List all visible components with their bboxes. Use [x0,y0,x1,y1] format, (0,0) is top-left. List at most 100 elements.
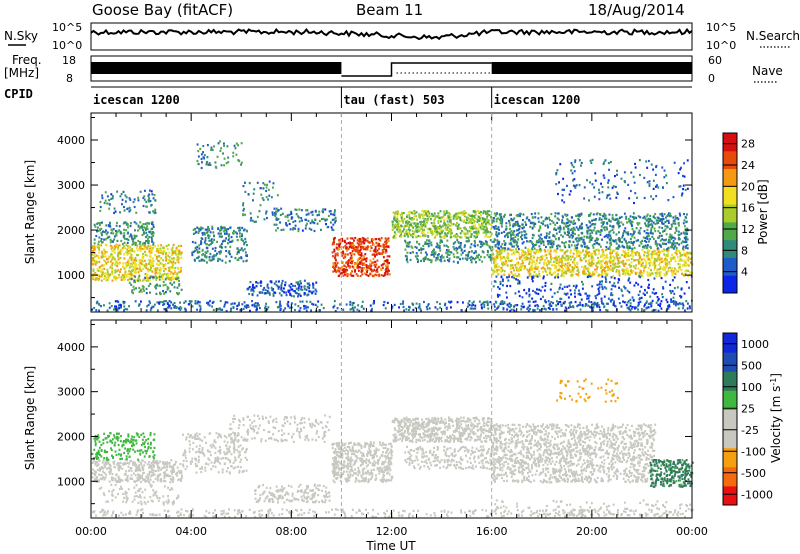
data-cell [178,256,180,259]
data-cell [626,221,628,224]
freq-band [91,62,342,74]
data-cell [651,250,654,253]
data-cell [663,268,666,271]
data-cell [498,265,500,268]
data-cell [605,264,607,267]
data-cell [361,273,364,276]
data-cell [386,262,389,265]
data-cell [434,229,437,232]
data-cell [575,226,578,229]
data-cell [683,262,686,265]
data-cell [480,214,482,217]
data-cell [454,235,457,238]
data-cell [659,239,662,242]
data-cell [373,274,375,278]
data-cell [233,144,236,147]
data-cell [400,225,403,228]
data-cell [495,265,498,268]
data-cell [334,257,337,260]
data-cell [119,252,122,255]
data-cell [571,266,574,269]
data-cell [357,252,360,255]
data-cell [626,232,629,235]
data-cell [646,228,649,231]
data-cell [332,242,335,245]
data-cell [143,226,145,229]
data-cell [223,226,226,229]
data-cell [265,212,267,215]
data-cell [531,221,534,224]
data-cell [145,262,148,266]
data-cell [223,157,226,160]
data-cell [149,291,151,294]
data-cell [211,256,214,259]
data-cell [594,268,596,271]
data-cell [345,242,348,245]
data-cell [597,256,599,260]
data-cell [601,287,604,290]
data-cell [351,249,354,253]
data-cell [503,273,506,276]
data-cell [542,277,545,280]
data-cell [199,228,202,231]
data-cell [206,230,209,234]
data-cell [130,234,133,238]
data-cell [232,229,235,233]
data-cell [509,268,512,271]
data-cell [152,276,154,279]
data-cell [137,199,140,202]
data-cell [225,237,227,240]
data-cell [676,242,679,245]
data-cell [244,190,247,193]
data-cell [343,239,346,242]
data-cell [593,226,596,229]
data-cell [545,234,548,237]
data-cell [544,254,547,257]
data-cell [150,236,153,239]
data-cell [308,284,311,287]
data-cell [208,234,211,238]
data-cell [439,210,442,213]
data-cell [262,198,265,202]
data-cell [402,221,405,224]
data-cell [371,274,374,278]
data-cell [637,259,639,262]
data-cell [555,228,557,231]
data-cell [675,247,678,250]
data-cell [96,226,99,229]
data-cell [251,293,254,296]
data-cell [396,220,398,224]
data-cell [368,266,371,269]
data-cell [432,253,435,256]
data-cell [147,262,150,265]
data-cell [678,302,681,305]
data-cell [546,273,549,276]
data-cell [229,260,231,263]
data-cell [489,256,492,259]
data-cell [97,243,100,246]
data-cell [394,211,397,214]
data-cell [158,260,161,263]
data-cell [608,234,611,237]
data-cell [320,228,322,231]
data-cell [566,292,569,295]
data-cell [671,267,674,270]
data-cell [561,260,563,263]
data-cell [150,190,153,193]
data-cell [656,254,659,257]
data-cell [510,230,513,233]
data-cell [505,222,508,225]
data-cell [359,256,362,259]
data-cell [517,248,520,251]
data-cell [646,251,649,254]
data-cell [583,242,586,245]
data-cell [349,265,351,268]
power-data-cells [91,140,694,313]
data-cell [198,259,201,262]
data-cell [111,267,114,270]
data-cell [573,267,576,270]
data-cell [618,269,621,273]
data-cell [669,256,672,259]
data-cell [467,240,470,243]
data-cell [586,236,588,239]
